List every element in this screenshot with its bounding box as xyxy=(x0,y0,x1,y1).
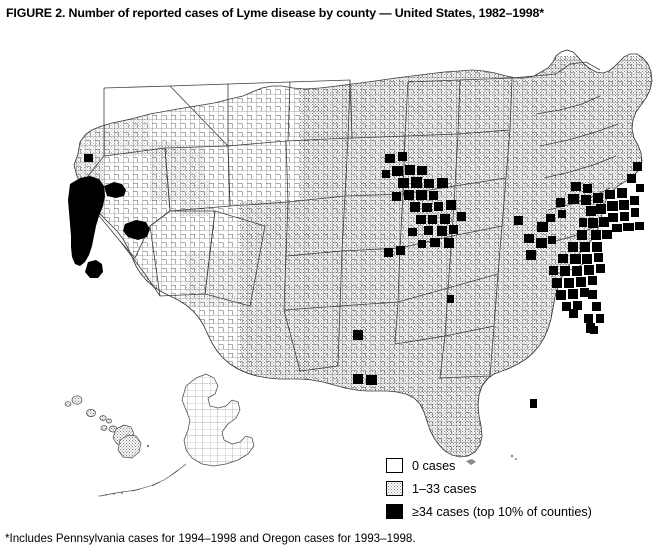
legend-label-high-cases: ≥34 cases (top 10% of counties) xyxy=(412,504,592,519)
legend-item-zero-cases: 0 cases xyxy=(386,454,666,477)
scattered-high-incidence-counties xyxy=(353,246,454,385)
legend-label-low-cases: 1–33 cases xyxy=(412,481,477,496)
cluster-upper-midwest xyxy=(382,152,466,248)
map-legend: 0 cases 1–33 cases ≥34 cases (top 10% of… xyxy=(386,454,666,523)
state-boundaries xyxy=(87,61,619,396)
stippled-gray-square-swatch xyxy=(386,481,403,496)
us-county-choropleth-map: HI xyxy=(0,26,671,521)
offshore-islands xyxy=(466,454,517,465)
cluster-southeast-coastal xyxy=(530,309,595,408)
black-square-swatch xyxy=(386,504,403,519)
legend-label-zero-cases: 0 cases xyxy=(412,458,456,473)
white-square-swatch xyxy=(386,458,403,473)
cluster-northeast xyxy=(514,162,644,334)
legend-item-high-cases: ≥34 cases (top 10% of counties) xyxy=(386,500,666,523)
figure-footnote: *Includes Pennsylvania cases for 1994–19… xyxy=(5,532,416,545)
page-title: FIGURE 2. Number of reported cases of Ly… xyxy=(6,6,544,20)
map-svg: HI xyxy=(64,49,653,497)
hawaii-inset: HI xyxy=(64,395,142,459)
alaska-inset xyxy=(98,373,255,497)
legend-item-low-cases: 1–33 cases xyxy=(386,477,666,500)
cluster-northern-california xyxy=(68,154,150,278)
